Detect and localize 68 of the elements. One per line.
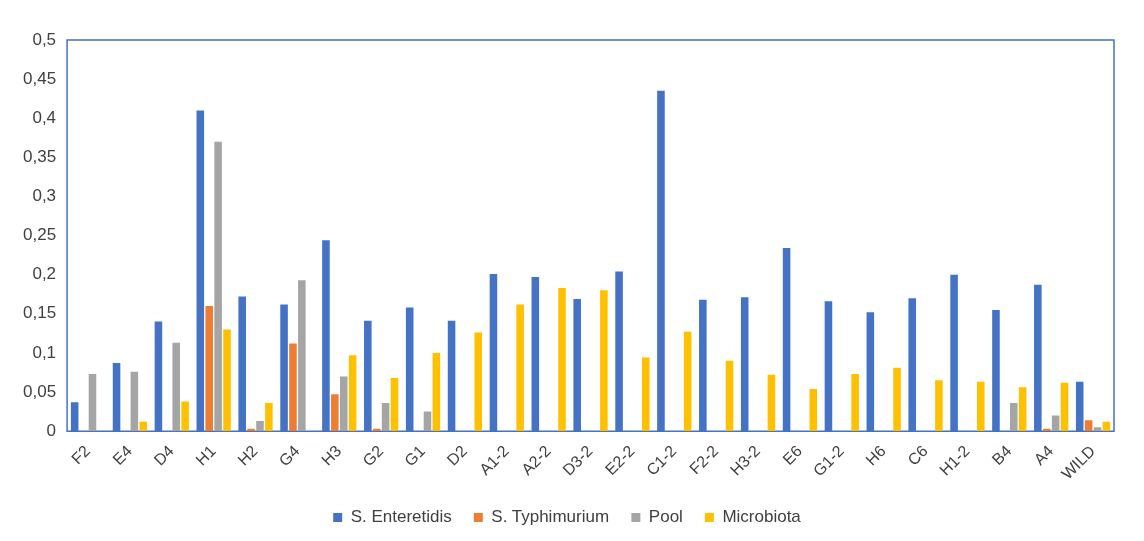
y-tick-label: 0,2 [32, 264, 57, 284]
y-tick-label: 0,15 [22, 303, 57, 323]
bar [339, 376, 348, 432]
bar [172, 342, 181, 432]
bar [423, 411, 432, 432]
legend-label: S. Enteretidis [350, 507, 452, 527]
x-tick-label: H1 [192, 442, 219, 469]
y-tick-label: 0 [46, 420, 57, 440]
bar [1009, 402, 1018, 432]
y-tick-label: 0,05 [22, 381, 57, 401]
bar [390, 377, 399, 432]
bar [331, 394, 339, 432]
x-tick-label: H3 [318, 442, 345, 469]
x-tick-label: H6 [862, 442, 889, 469]
bar [683, 331, 692, 432]
x-tick-label: E4 [109, 442, 136, 469]
x-tick-label: H2 [234, 442, 261, 469]
x-tick-label: A4 [1030, 442, 1057, 469]
y-tick-label: 0,45 [22, 68, 57, 88]
y-tick-label: 0,5 [32, 29, 57, 49]
bar [558, 287, 566, 432]
x-tick-label: G2 [359, 442, 387, 470]
bar [348, 355, 357, 432]
bar [256, 420, 264, 432]
bar [1051, 415, 1060, 432]
legend-label: Pool [648, 507, 683, 527]
bar [130, 371, 139, 432]
bar [893, 367, 901, 432]
bar [139, 421, 148, 432]
y-tick-label: 0,35 [22, 147, 57, 167]
legend-label: Microbiota [722, 507, 802, 527]
bar [851, 374, 859, 432]
legend-label: S. Typhimurium [491, 507, 610, 527]
bar [1084, 420, 1093, 432]
bar [516, 304, 524, 432]
x-tick-label: D4 [150, 442, 178, 469]
bar [88, 374, 97, 432]
y-tick-label: 0,1 [32, 342, 57, 362]
bar [298, 280, 306, 432]
bar [381, 402, 390, 432]
bar [935, 380, 943, 432]
x-tick-label: E6 [779, 442, 806, 469]
bar [977, 381, 985, 432]
bar [223, 329, 231, 432]
bar [289, 343, 297, 432]
bar [767, 374, 776, 432]
x-tick-label: F2 [68, 442, 94, 468]
bar [432, 352, 441, 432]
bar [641, 357, 650, 432]
y-tick-label: 0,3 [32, 186, 57, 206]
y-tick-label: 0,4 [32, 107, 57, 127]
bar [600, 290, 608, 432]
x-tick-label: D2 [443, 442, 471, 469]
bar [214, 141, 222, 432]
bar [205, 305, 213, 432]
bar [474, 332, 483, 432]
bar [265, 402, 273, 432]
bar [1060, 382, 1069, 432]
x-tick-label: G4 [275, 442, 303, 470]
bar [181, 401, 189, 432]
bar [809, 388, 818, 432]
x-tick-label: G1 [401, 442, 429, 470]
x-tick-label: C6 [904, 442, 931, 469]
x-tick-label: B4 [988, 442, 1015, 469]
bar [1018, 387, 1027, 432]
bar [1093, 427, 1102, 432]
y-tick-label: 0,25 [22, 225, 57, 245]
bar [725, 360, 734, 432]
